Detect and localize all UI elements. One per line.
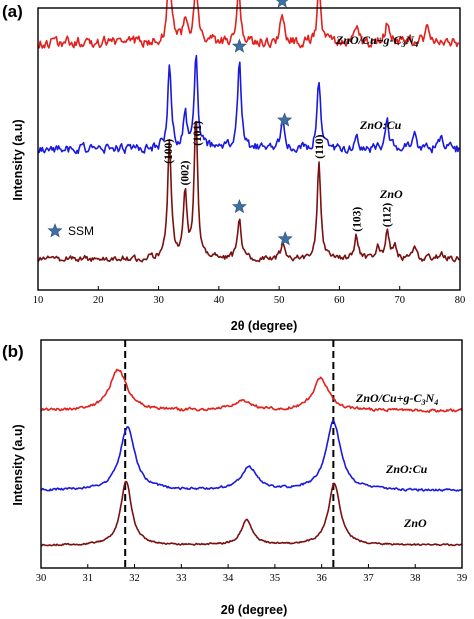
- x-tick-label: 37: [363, 573, 374, 584]
- panel-a-x-ticks: 10 20 30 40 50 60 70 80: [33, 286, 466, 306]
- panel-a-letter: (a): [2, 2, 23, 21]
- ssm-star-icon: [277, 112, 293, 127]
- panel-b-frame: [40, 339, 463, 569]
- panel-a-y-axis-label: Intensity (a.u): [11, 119, 25, 200]
- series-line-zno-cu-g-c3n4: [37, 0, 460, 49]
- legend-label: SSM: [68, 224, 94, 238]
- x-tick-label: 38: [410, 573, 421, 584]
- label-b-zno: ZnO: [403, 516, 427, 530]
- x-tick-label: 10: [33, 295, 44, 306]
- x-tick-label: 36: [316, 573, 327, 584]
- panel-a: (a) (100) (002) (101) (110) (103) (112) 10 20 3…: [2, 0, 465, 333]
- x-tick-label: 60: [334, 295, 345, 306]
- ssm-star-icon: [276, 0, 289, 8]
- x-tick-label: 33: [176, 573, 187, 584]
- panel-a-star-markers: [231, 0, 293, 246]
- label-zno: ZnO: [379, 187, 403, 201]
- panel-b-reference-lines: [124, 340, 335, 568]
- series-line-zno-cu: [37, 54, 460, 155]
- x-tick-label: 32: [129, 573, 140, 584]
- x-tick-label: 70: [394, 295, 405, 306]
- ssm-star-icon: [231, 38, 247, 53]
- panel-b-y-axis-label: Intensity (a.u): [11, 424, 25, 505]
- x-tick-label: 34: [223, 573, 234, 584]
- panel-a-x-axis-label: 2θ (degree): [231, 319, 298, 333]
- x-tick-label: 30: [36, 573, 47, 584]
- series-line-zno-cu: [40, 419, 463, 492]
- hkl-label: (103): [351, 207, 363, 232]
- panel-b-x-axis-label: 2θ (degree): [221, 603, 288, 617]
- label-zno-cu: ZnO:Cu: [359, 118, 402, 132]
- series-line-zno: [40, 480, 463, 547]
- x-tick-label: 31: [83, 573, 94, 584]
- ssm-star-icon: [231, 198, 247, 214]
- panel-b-letter: (b): [2, 342, 24, 361]
- legend-star-icon: [47, 223, 63, 238]
- label-b-zno-cu-gc3n4: ZnO/Cu+g-C3N4: [355, 391, 438, 407]
- label-zno-cu-gc3n4: ZnO/Cu+g-C3N4: [335, 33, 418, 49]
- panel-b-x-ticks: 30 31 32 33 34 35 36 37 38 39: [36, 564, 468, 584]
- legend-ssm: SSM: [47, 223, 94, 238]
- x-tick-label: 40: [214, 295, 225, 306]
- x-tick-label: 50: [274, 295, 285, 306]
- label-b-zno-cu: ZnO:Cu: [385, 462, 428, 476]
- x-tick-label: 80: [455, 295, 466, 306]
- x-tick-label: 20: [93, 295, 104, 306]
- series-line-zno: [37, 120, 460, 263]
- hkl-label: (101): [192, 121, 204, 146]
- hkl-label: (002): [180, 160, 192, 185]
- hkl-label: (100): [163, 139, 175, 164]
- panel-b: (b) 30 31 32 33 34 35 36 37 38 39 ZnO/Cu+g-C3N4 Z…: [2, 339, 468, 617]
- x-tick-label: 30: [153, 295, 164, 306]
- panel-a-frame: [37, 7, 461, 291]
- ssm-star-icon: [277, 231, 293, 246]
- x-tick-label: 39: [457, 573, 468, 584]
- panel-a-curves: [37, 0, 460, 263]
- x-tick-label: 35: [270, 573, 281, 584]
- hkl-label: (110): [314, 134, 326, 158]
- series-line-zno-cu-g-c3n4: [40, 368, 463, 414]
- hkl-label: (112): [382, 203, 394, 227]
- panel-b-curves: [40, 368, 463, 547]
- panel-a-hkl-annotations: (100) (002) (101) (110) (103) (112): [163, 121, 393, 232]
